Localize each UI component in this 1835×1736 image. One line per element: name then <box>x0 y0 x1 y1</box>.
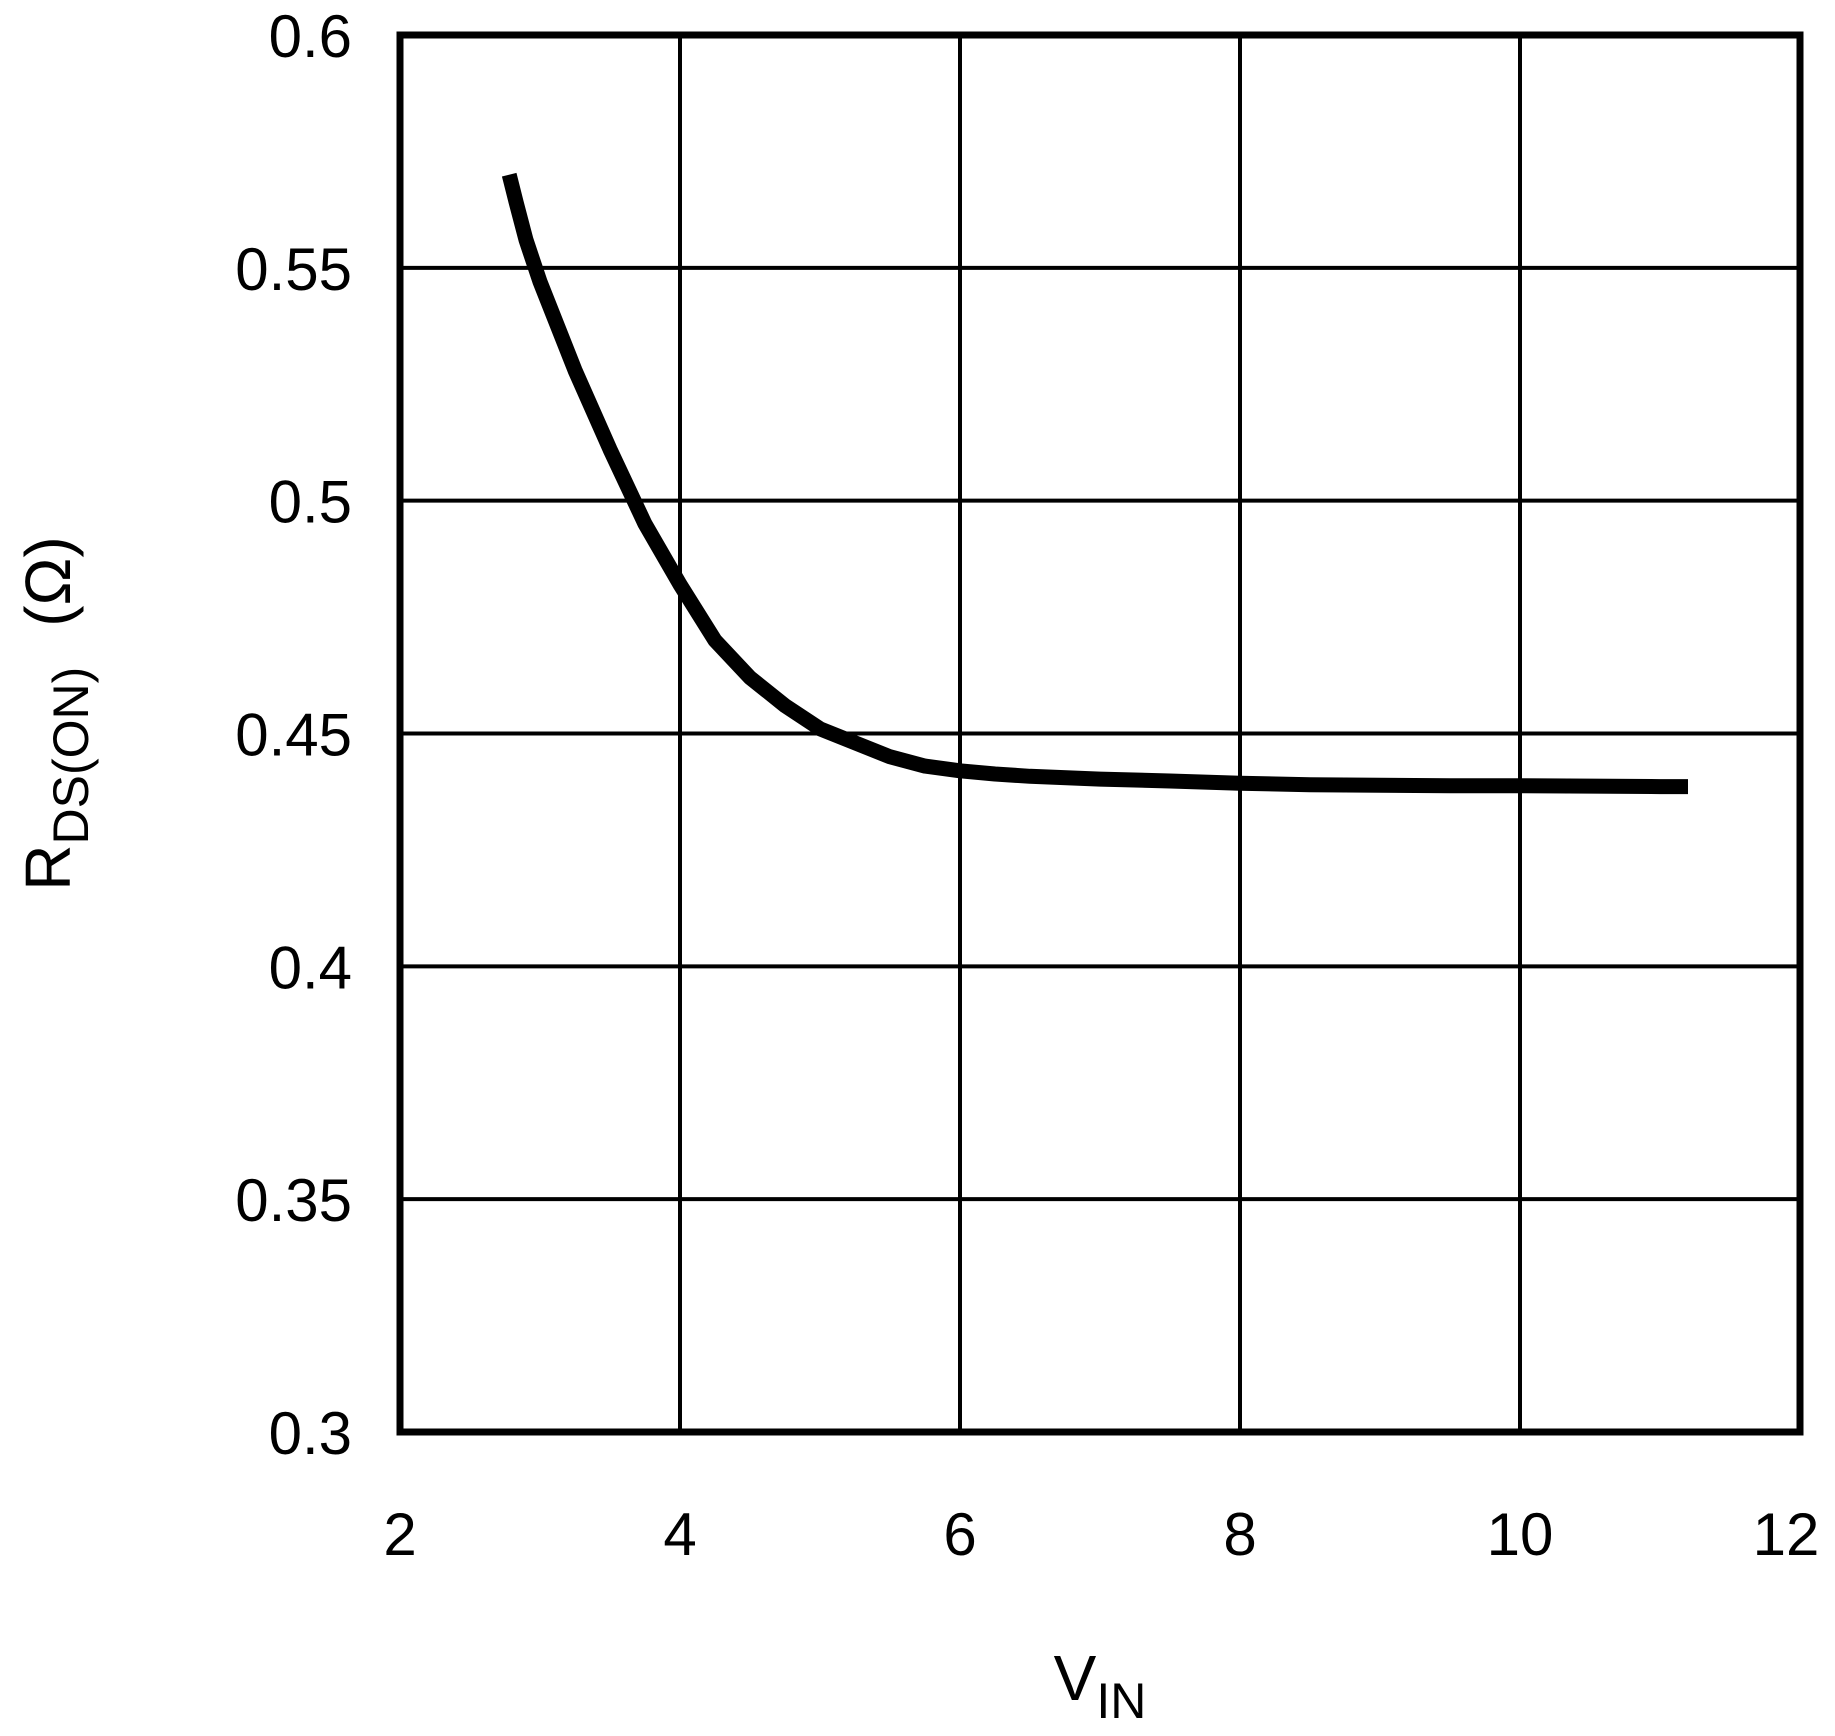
series-line <box>501 172 1688 795</box>
y-axis-label-sub: DS(ON) <box>43 667 99 845</box>
y-axis-label-main: R <box>12 845 84 891</box>
grid-lines <box>400 35 1800 1432</box>
x-axis-label: VIN <box>1054 1642 1147 1729</box>
y-tick-label: 0.45 <box>235 702 352 769</box>
plot-frame <box>396 31 1804 1436</box>
series-layer <box>501 172 1688 795</box>
x-tick-labels: 2 4 6 8 10 12 <box>383 1501 1819 1568</box>
x-tick-label: 10 <box>1487 1501 1554 1568</box>
y-tick-labels: 0.3 0.35 0.4 0.45 0.5 0.55 0.6 <box>235 3 352 1467</box>
x-tick-label: 6 <box>943 1501 976 1568</box>
y-tick-label: 0.55 <box>235 236 352 303</box>
x-axis-label-sub: IN <box>1096 1673 1146 1729</box>
y-tick-label: 0.6 <box>269 3 352 70</box>
y-axis-label-unit: (Ω) <box>12 536 84 626</box>
y-tick-label: 0.5 <box>269 469 352 536</box>
x-tick-label: 8 <box>1223 1501 1256 1568</box>
y-tick-label: 0.4 <box>269 934 352 1001</box>
y-tick-label: 0.35 <box>235 1167 352 1234</box>
x-tick-label: 12 <box>1753 1501 1820 1568</box>
x-tick-label: 2 <box>383 1501 416 1568</box>
y-tick-label: 0.3 <box>269 1400 352 1467</box>
x-axis-label-main: V <box>1054 1642 1097 1714</box>
x-tick-label: 4 <box>663 1501 696 1568</box>
y-axis-label: RDS(ON) (Ω) <box>12 536 99 890</box>
